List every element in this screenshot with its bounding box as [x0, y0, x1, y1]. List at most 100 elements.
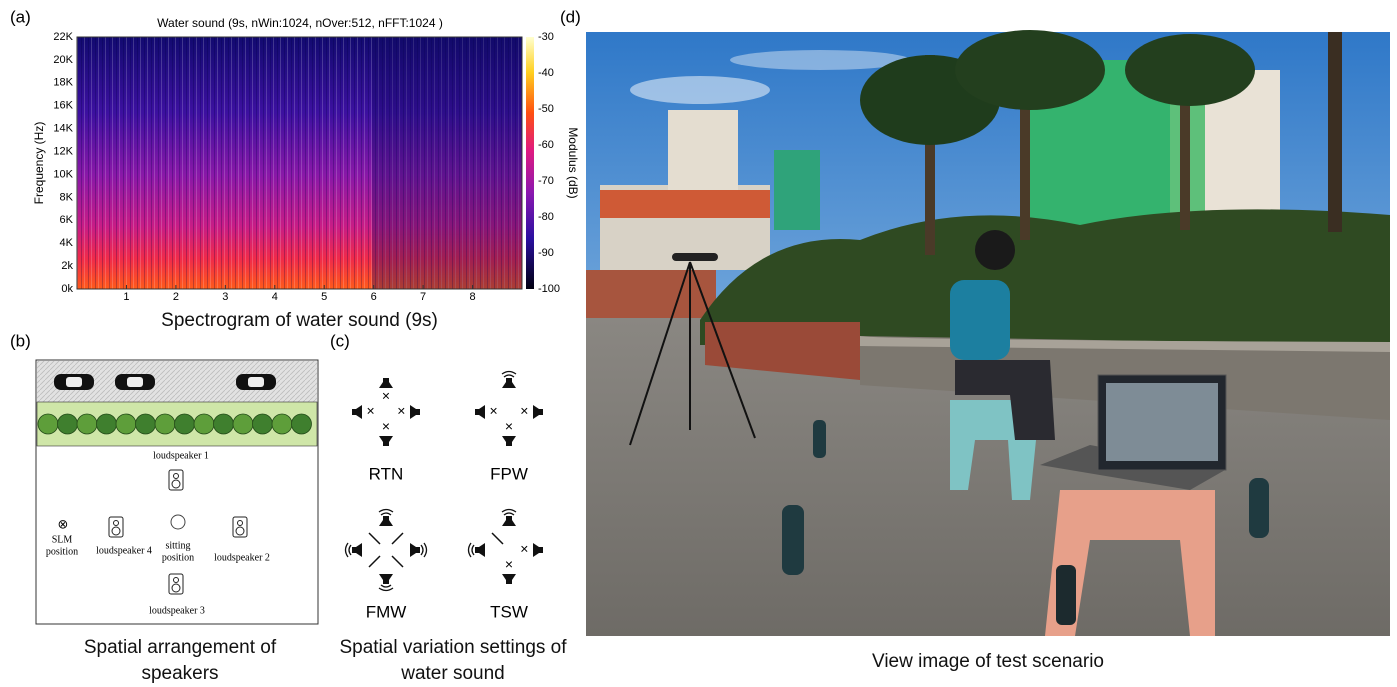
setting-label: RTN	[369, 464, 404, 483]
speaker-symbol	[502, 574, 516, 584]
tree	[194, 414, 214, 434]
sitting-label: sitting	[165, 540, 190, 551]
colorbar	[526, 37, 534, 289]
tree	[97, 414, 117, 434]
car-window	[248, 377, 264, 387]
mute-mark: ×	[382, 387, 390, 403]
tree	[136, 414, 156, 434]
speaker-symbol	[379, 574, 393, 584]
speaker-symbol	[533, 405, 543, 419]
slm-label: SLM	[52, 534, 73, 545]
tree	[175, 414, 195, 434]
car-window	[66, 377, 82, 387]
tree	[58, 414, 78, 434]
mute-mark: ×	[520, 403, 528, 419]
speaker-symbol	[410, 405, 420, 419]
y-tick-label: 8K	[60, 191, 74, 203]
speaker-symbol	[502, 436, 516, 446]
colorbar-tick-label: -30	[538, 31, 554, 43]
sound-wave	[421, 543, 427, 557]
photo	[586, 30, 1390, 636]
sound-wave	[502, 510, 516, 516]
speaker	[1249, 478, 1269, 538]
panel-label: (d)	[560, 7, 581, 26]
movement-arrow	[392, 533, 403, 544]
speaker-symbol	[533, 543, 543, 557]
y-tick-label: 6K	[60, 214, 74, 226]
tree	[155, 414, 175, 434]
x-tick-label: 4	[272, 291, 278, 303]
page: {"panels": { "a": {"label": "(a)", "titl…	[0, 0, 1397, 683]
mute-mark: ×	[505, 418, 513, 434]
palm	[955, 30, 1105, 110]
tree	[253, 414, 273, 434]
movement-arrow	[369, 556, 380, 567]
mute-mark: ×	[490, 403, 498, 419]
panel-label: (b)	[10, 331, 31, 350]
laptop-display	[1106, 383, 1218, 461]
speaker-label: loudspeaker 3	[149, 605, 205, 616]
spectrogram-fade	[372, 37, 522, 289]
colorbar-tick-label: -40	[538, 67, 554, 79]
sound-wave	[502, 372, 516, 378]
speaker-symbol	[502, 378, 516, 388]
mute-mark: ×	[397, 403, 405, 419]
speaker-symbol	[352, 543, 362, 557]
y-tick-label: 12K	[53, 145, 73, 157]
speaker-symbol	[379, 516, 393, 526]
speaker-symbol	[352, 405, 362, 419]
y-tick-label: 16K	[53, 100, 73, 112]
x-tick-label: 5	[321, 291, 327, 303]
mute-mark: ×	[367, 403, 375, 419]
setting-label: TSW	[490, 602, 528, 621]
tree	[272, 414, 292, 434]
caption: Spectrogram of water sound (9s)	[77, 308, 522, 334]
speaker	[782, 505, 804, 575]
x-tick-label: 2	[173, 291, 179, 303]
x-tick-label: 3	[222, 291, 228, 303]
caption: Spatial arrangement of speakers	[60, 635, 300, 687]
speaker-symbol	[475, 543, 485, 557]
y-axis-label: Frequency (Hz)	[32, 122, 46, 205]
speaker-symbol	[475, 405, 485, 419]
sound-wave	[379, 585, 393, 591]
setting-label: FPW	[490, 464, 528, 483]
x-tick-label: 7	[420, 291, 426, 303]
mute-mark: ×	[520, 541, 528, 557]
y-tick-label: 4K	[60, 237, 74, 249]
tree	[214, 414, 234, 434]
y-tick-label: 20K	[53, 54, 73, 66]
panel-label: (a)	[10, 7, 31, 26]
tree	[116, 414, 136, 434]
car-window	[127, 377, 143, 387]
speaker-label: loudspeaker 4	[96, 545, 152, 556]
movement-arrow	[492, 533, 503, 544]
slm-icon: ⊗	[58, 516, 69, 531]
palm-trunk	[1328, 32, 1342, 232]
tree	[77, 414, 97, 434]
person	[950, 280, 1010, 360]
building	[774, 150, 820, 230]
y-tick-label: 0k	[61, 283, 73, 295]
colorbar-tick-label: -50	[538, 103, 554, 115]
speaker-label: loudspeaker 2	[214, 552, 270, 563]
caption: View image of test scenario	[786, 649, 1190, 675]
speaker	[813, 420, 826, 458]
tree	[38, 414, 58, 434]
tree	[292, 414, 312, 434]
sound-wave	[469, 543, 475, 557]
sitting-icon	[171, 515, 185, 529]
sound-wave	[379, 510, 393, 516]
caption: Spatial variation settings of water soun…	[330, 635, 576, 687]
speaker-symbol	[410, 543, 420, 557]
speaker	[1056, 565, 1076, 625]
y-tick-label: 2k	[61, 260, 73, 272]
sound-wave	[346, 543, 352, 557]
building	[668, 110, 738, 190]
head	[975, 230, 1015, 270]
y-tick-label: 14K	[53, 123, 73, 135]
slm-label: position	[46, 546, 78, 557]
colorbar-tick-label: -70	[538, 175, 554, 187]
speaker-symbol	[379, 436, 393, 446]
